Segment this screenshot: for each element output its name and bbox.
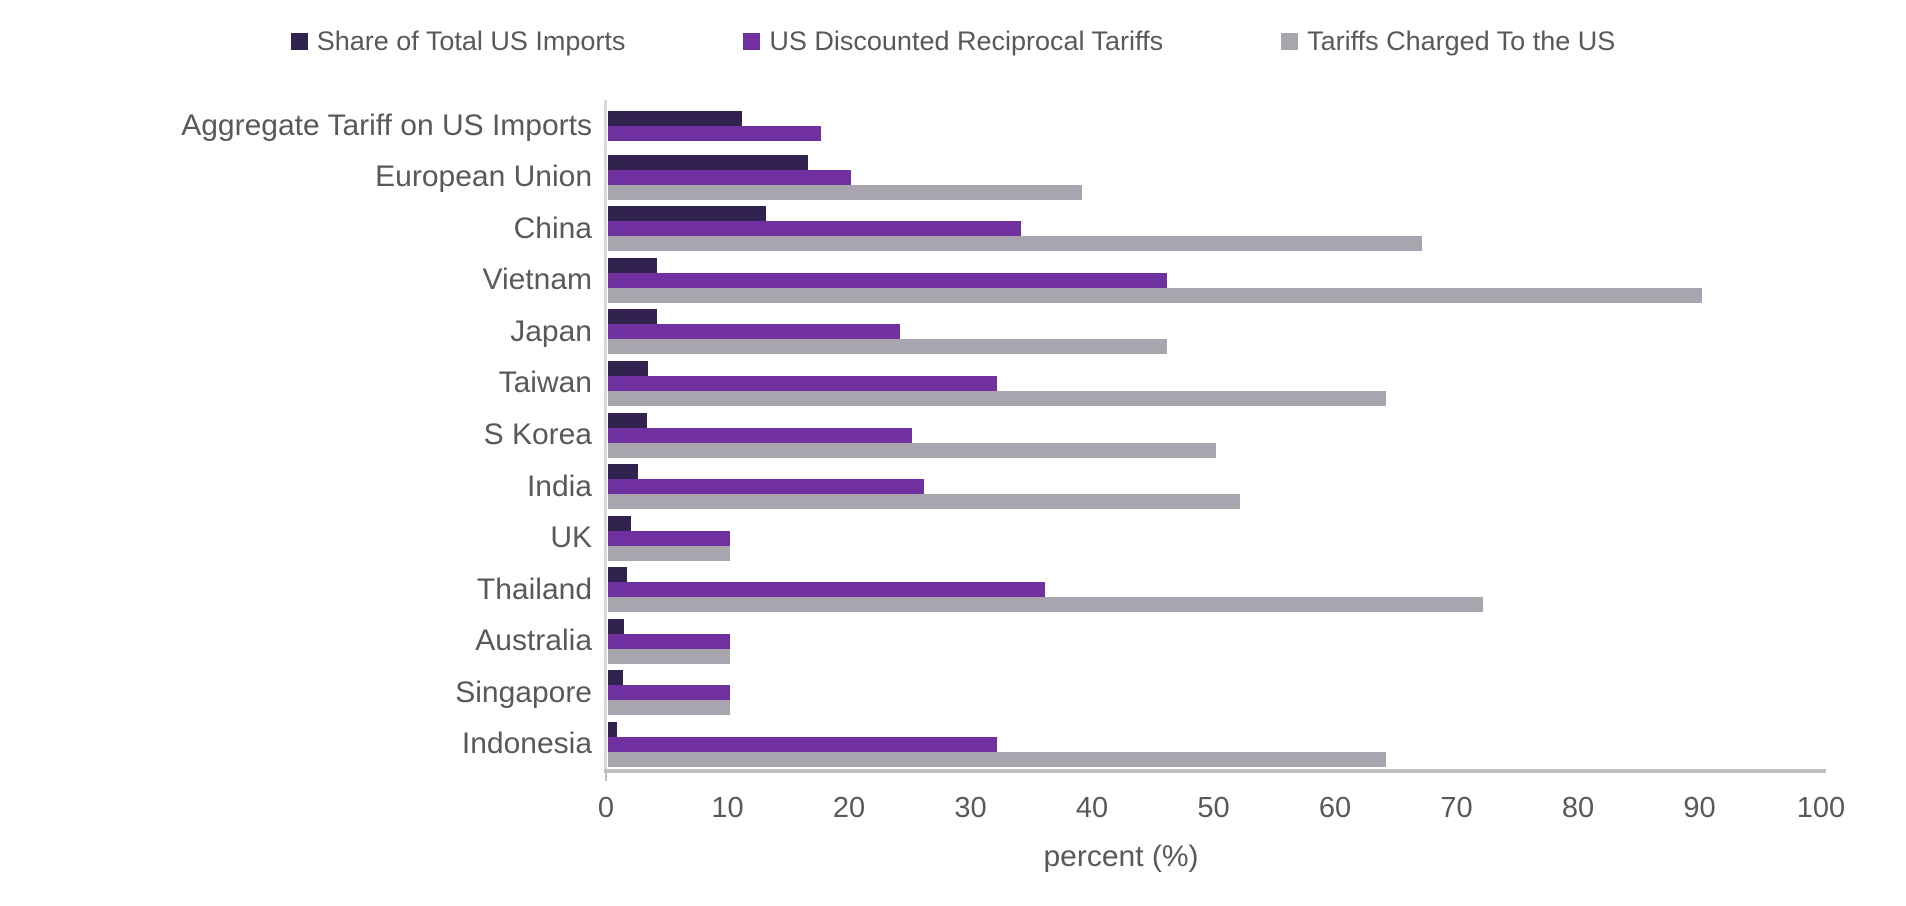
legend-label-discounted: US Discounted Reciprocal Tariffs	[769, 26, 1164, 56]
category-label: Indonesia	[461, 727, 592, 761]
bar-series-2-row-5	[608, 390, 1386, 406]
bar-series-1-row-11	[608, 685, 730, 701]
legend-item-discounted: US Discounted Reciprocal Tariffs	[743, 26, 1163, 57]
bar-series-1-row-4	[608, 324, 900, 340]
bar-series-1-row-3	[608, 272, 1167, 288]
x-tick-label: 40	[1075, 792, 1109, 824]
category-label: Taiwan	[498, 366, 592, 400]
legend-item-share: Share of Total US Imports	[290, 26, 626, 57]
bar-series-0-row-8	[608, 515, 632, 531]
category-label: European Union	[375, 160, 592, 194]
category-label: China	[513, 211, 592, 245]
x-axis-zero-tick	[605, 773, 607, 781]
category-label: Japan	[510, 314, 592, 348]
y-axis-line	[604, 100, 607, 773]
category-label: S Korea	[483, 418, 592, 451]
bar-series-0-row-9	[608, 567, 628, 583]
legend-swatch-charged-icon	[1281, 33, 1299, 50]
bar-series-2-row-10	[608, 648, 730, 664]
bar-series-2-row-6	[608, 442, 1216, 458]
bar-series-2-row-8	[608, 545, 730, 561]
legend-label-share: Share of Total US Imports	[316, 26, 626, 56]
bar-series-0-row-11	[608, 670, 623, 686]
x-tick-label: 0	[597, 792, 615, 824]
bar-series-0-row-1	[608, 154, 809, 170]
bar-series-0-row-2	[608, 206, 766, 222]
bar-series-1-row-1	[608, 169, 851, 185]
bar-series-2-row-1	[608, 184, 1082, 200]
bar-series-0-row-10	[608, 618, 624, 634]
category-label: Vietnam	[482, 263, 592, 297]
bar-series-2-row-4	[608, 339, 1167, 355]
category-label: Aggregate Tariff on US Imports	[181, 108, 592, 142]
category-label: Australia	[475, 624, 592, 658]
bar-series-1-row-2	[608, 221, 1022, 237]
bar-series-2-row-11	[608, 700, 730, 716]
x-tick-label: 60	[1318, 792, 1352, 824]
legend-swatch-share-icon	[290, 33, 308, 50]
bar-series-0-row-7	[608, 464, 639, 480]
bar-series-1-row-8	[608, 530, 730, 546]
bar-series-0-row-4	[608, 309, 657, 325]
bar-series-2-row-3	[608, 287, 1702, 303]
x-tick-label: 70	[1440, 792, 1473, 824]
bar-series-0-row-12	[608, 721, 617, 737]
bar-series-1-row-12	[608, 736, 997, 752]
category-label: Thailand	[476, 572, 592, 606]
bar-series-1-row-9	[608, 582, 1046, 598]
x-axis-line	[604, 769, 1826, 773]
x-tick-label: 20	[832, 792, 866, 824]
bar-series-1-row-6	[608, 427, 912, 443]
x-tick-label: 30	[954, 792, 987, 824]
bar-series-1-row-10	[608, 633, 730, 649]
category-label: India	[526, 469, 592, 503]
bar-series-2-row-9	[608, 597, 1483, 613]
category-label: Singapore	[455, 675, 592, 709]
bar-series-2-row-12	[608, 751, 1386, 767]
bar-series-0-row-5	[608, 360, 649, 376]
bar-series-1-row-5	[608, 375, 997, 391]
legend-label-charged: Tariffs Charged To the US	[1307, 26, 1616, 56]
legend-item-charged: Tariffs Charged To the US	[1281, 26, 1615, 57]
bar-series-0-row-0	[608, 110, 742, 126]
x-tick-label: 90	[1683, 792, 1716, 824]
plot-area	[606, 100, 1821, 770]
x-tick-label: 80	[1561, 792, 1595, 824]
x-axis-title: percent (%)	[1043, 840, 1199, 873]
bar-series-2-row-7	[608, 494, 1240, 510]
bar-series-1-row-0	[608, 125, 821, 141]
x-tick-label: 10	[711, 792, 744, 824]
bar-series-0-row-3	[608, 257, 657, 273]
bar-series-2-row-2	[608, 236, 1423, 252]
bar-series-0-row-6	[608, 412, 647, 428]
bar-series-1-row-7	[608, 479, 924, 495]
chart-legend: Share of Total US Imports US Discounted …	[0, 26, 1906, 57]
x-tick-label: 50	[1197, 792, 1230, 824]
x-tick-label: 100	[1796, 792, 1846, 824]
category-label: UK	[550, 521, 592, 555]
legend-swatch-discounted-icon	[743, 33, 761, 50]
